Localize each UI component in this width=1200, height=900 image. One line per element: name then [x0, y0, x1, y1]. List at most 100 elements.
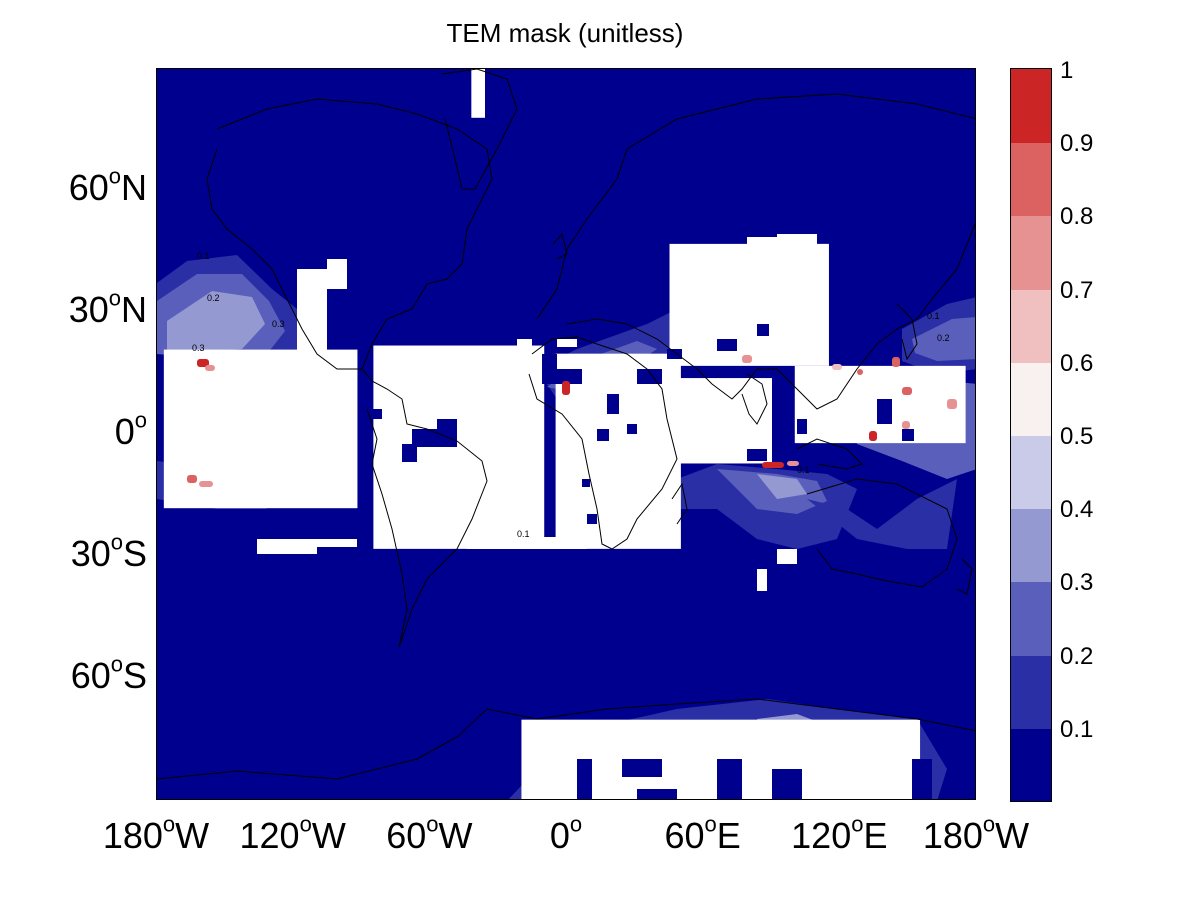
tick-hemisphere: W: [995, 815, 1030, 856]
colorbar-segment: [1011, 508, 1051, 583]
colorbar-segment: [1011, 215, 1051, 290]
mask-value-one-region: [471, 69, 485, 118]
mask-high-value-spot: [947, 399, 957, 409]
tick-number: 180: [102, 815, 163, 856]
coastline: [671, 482, 688, 525]
tick-hemisphere: N: [121, 167, 147, 208]
map-plot-area: 0.1 0.2 0.3 0.3 0.1 0.2 0.1 0.1: [156, 68, 976, 800]
tick-number: 60: [386, 815, 427, 856]
mask-high-value-spot: [892, 357, 900, 367]
colorbar-tick-label: 0.6: [1060, 349, 1094, 377]
mask-high-value-spot: [187, 475, 197, 483]
mask-navy-hole: [717, 759, 742, 799]
degree-mark: o: [982, 811, 996, 837]
mask-white-block: [257, 539, 317, 554]
mask-navy-hole: [597, 429, 609, 441]
colorbar-tick-label: 0.5: [1060, 423, 1094, 450]
x-tick-label: 0o: [549, 813, 582, 856]
degree-mark: o: [110, 529, 123, 555]
mask-white-block: [857, 759, 917, 799]
mask-navy-hole: [877, 399, 892, 424]
mask-white-block: [747, 237, 777, 257]
tick-number: 60: [68, 167, 109, 208]
degree-mark: o: [299, 811, 312, 837]
contour-label: 0.1: [797, 465, 810, 475]
tick-number: 0: [549, 815, 570, 856]
mask-navy-hole: [607, 394, 619, 414]
mask-navy-hole: [637, 369, 662, 384]
y-tick-label: 0o: [0, 409, 147, 452]
colorbar-segment: [1011, 361, 1051, 436]
tick-hemisphere: N: [121, 289, 147, 330]
mask-contour-band: [912, 317, 975, 361]
mask-high-value-spot: [902, 421, 910, 429]
y-tick-label: 60oN: [0, 165, 147, 208]
colorbar-segment: [1011, 288, 1051, 363]
colorbar-tick-label: 0.4: [1060, 496, 1094, 524]
mask-navy-hole: [747, 449, 767, 461]
contour-label: 0.1: [517, 529, 530, 539]
x-tick-label: 180oW: [922, 813, 1030, 856]
mask-high-value-spot: [869, 431, 877, 441]
tick-hemisphere: E: [863, 815, 888, 856]
colorbar-tick-label: 0.3: [1060, 569, 1094, 597]
coastline: [206, 98, 493, 370]
mask-navy-hole: [582, 479, 590, 487]
colorbar-tick-label: 1: [1060, 57, 1074, 84]
tick-number: 60: [664, 815, 705, 856]
colorbar-tick-label: 0.2: [1060, 642, 1094, 670]
mask-high-value-spot: [762, 462, 784, 468]
mask-white-block: [777, 549, 797, 564]
mask-white-block: [557, 339, 577, 347]
tick-number: 120: [239, 815, 300, 856]
mask-navy-hole: [772, 769, 802, 799]
colorbar-tick-label: 0.7: [1060, 276, 1094, 304]
mask-navy-hole: [587, 514, 597, 524]
mask-navy-hole: [667, 349, 682, 359]
x-tick-label: 60oE: [664, 813, 741, 856]
coastline: [552, 232, 568, 260]
mask-navy-hole: [862, 459, 874, 469]
mask-navy-hole: [622, 759, 662, 777]
tem-mask-shading: [157, 69, 975, 799]
mask-navy-hole: [902, 429, 914, 441]
mask-high-value-spot: [742, 355, 752, 363]
tick-number: 180: [922, 815, 983, 856]
contour-label: 0.1: [927, 311, 940, 321]
coastline: [528, 336, 678, 550]
coastline: [536, 93, 975, 410]
coastline: [956, 558, 973, 595]
colorbar-segment: [1011, 581, 1051, 656]
coastline: [741, 373, 768, 425]
colorbar-segment: [1011, 142, 1051, 217]
degree-mark: o: [569, 811, 583, 837]
mask-white-block: [587, 529, 602, 547]
colorbar-tick-label: 0.9: [1060, 130, 1094, 158]
colorbar-segment: [1011, 435, 1051, 510]
degree-mark: o: [426, 811, 439, 837]
mask-white-block: [757, 569, 767, 591]
coastline: [806, 478, 958, 588]
mask-contour-band: [167, 291, 265, 353]
mask-high-value-spot: [205, 365, 215, 371]
colorbar-tick-label: 0.8: [1060, 203, 1094, 231]
y-tick-label: 60oS: [0, 653, 147, 694]
mask-white-block: [717, 279, 747, 309]
colorbar-tick-label: 0.1: [1060, 715, 1094, 743]
degree-mark: o: [108, 285, 121, 311]
mask-navy-hole: [627, 424, 637, 434]
mask-high-value-spot: [199, 481, 213, 487]
mask-navy-hole: [797, 419, 807, 434]
contour-labels: 0.1 0.2 0.3 0.3 0.1 0.2 0.1 0.1: [192, 251, 950, 539]
tick-hemisphere: W: [311, 815, 346, 856]
x-tick-label: 180oW: [102, 813, 209, 856]
contour-label: 0.2: [937, 333, 950, 343]
tick-number: 120: [791, 815, 852, 856]
tick-number: 0: [114, 411, 135, 452]
degree-mark: o: [704, 811, 717, 837]
mask-navy-hole: [912, 759, 932, 799]
mask-value-one-region: [669, 243, 829, 366]
degree-mark: o: [162, 811, 176, 837]
contour-label: 0.3: [272, 319, 285, 329]
degree-mark: o: [851, 811, 864, 837]
